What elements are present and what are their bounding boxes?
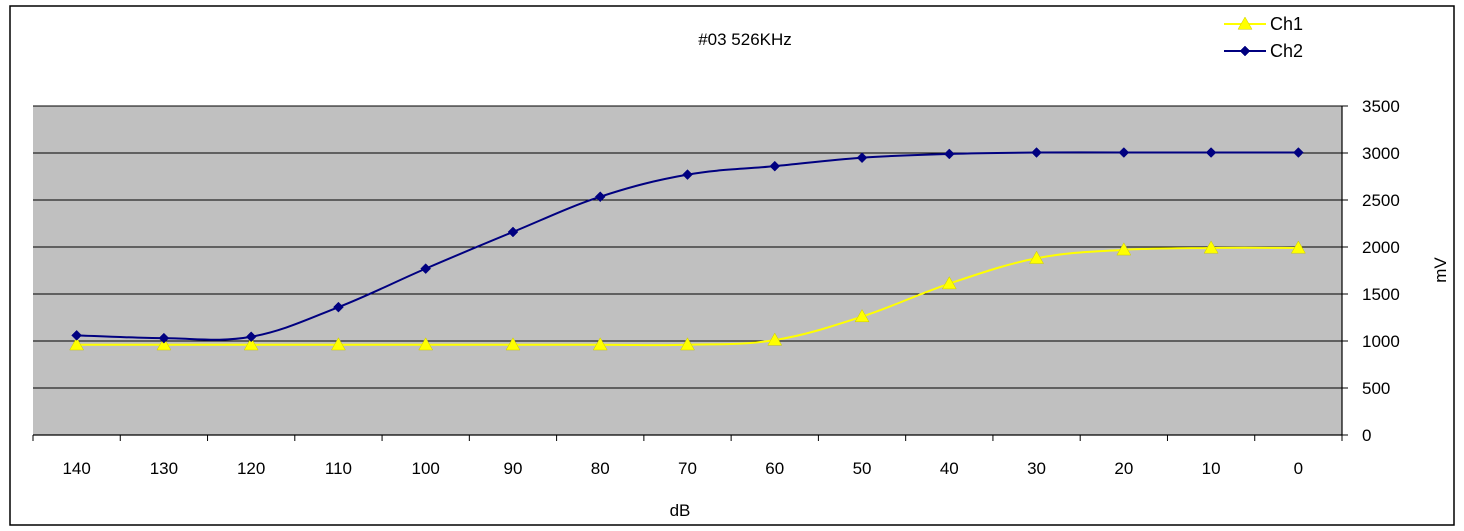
y-axis-title: mV [1431,257,1450,283]
x-tick-label: 0 [1294,459,1303,478]
legend-label: Ch2 [1270,41,1303,61]
y-tick-label: 3500 [1362,97,1400,116]
plot-area [33,106,1342,435]
x-tick-label: 120 [237,459,265,478]
x-tick-label: 140 [62,459,90,478]
y-tick-label: 0 [1362,426,1371,445]
x-tick-label: 40 [940,459,959,478]
legend-label: Ch1 [1270,14,1303,34]
x-axis-title: dB [670,501,691,520]
x-tick-label: 80 [591,459,610,478]
y-tick-label: 2000 [1362,238,1400,257]
x-tick-label: 20 [1114,459,1133,478]
x-tick-label: 90 [504,459,523,478]
y-tick-label: 1500 [1362,285,1400,304]
chart-title: #03 526KHz [698,30,792,49]
y-tick-label: 3000 [1362,144,1400,163]
x-tick-label: 30 [1027,459,1046,478]
x-tick-label: 110 [325,459,352,478]
y-tick-label: 2500 [1362,191,1400,210]
y-tick-label: 500 [1362,379,1390,398]
x-tick-label: 10 [1202,459,1221,478]
x-tick-label: 130 [150,459,178,478]
x-tick-label: 50 [853,459,872,478]
x-tick-label: 70 [678,459,697,478]
y-tick-label: 1000 [1362,332,1400,351]
x-tick-label: 60 [765,459,784,478]
x-tick-label: 100 [412,459,440,478]
